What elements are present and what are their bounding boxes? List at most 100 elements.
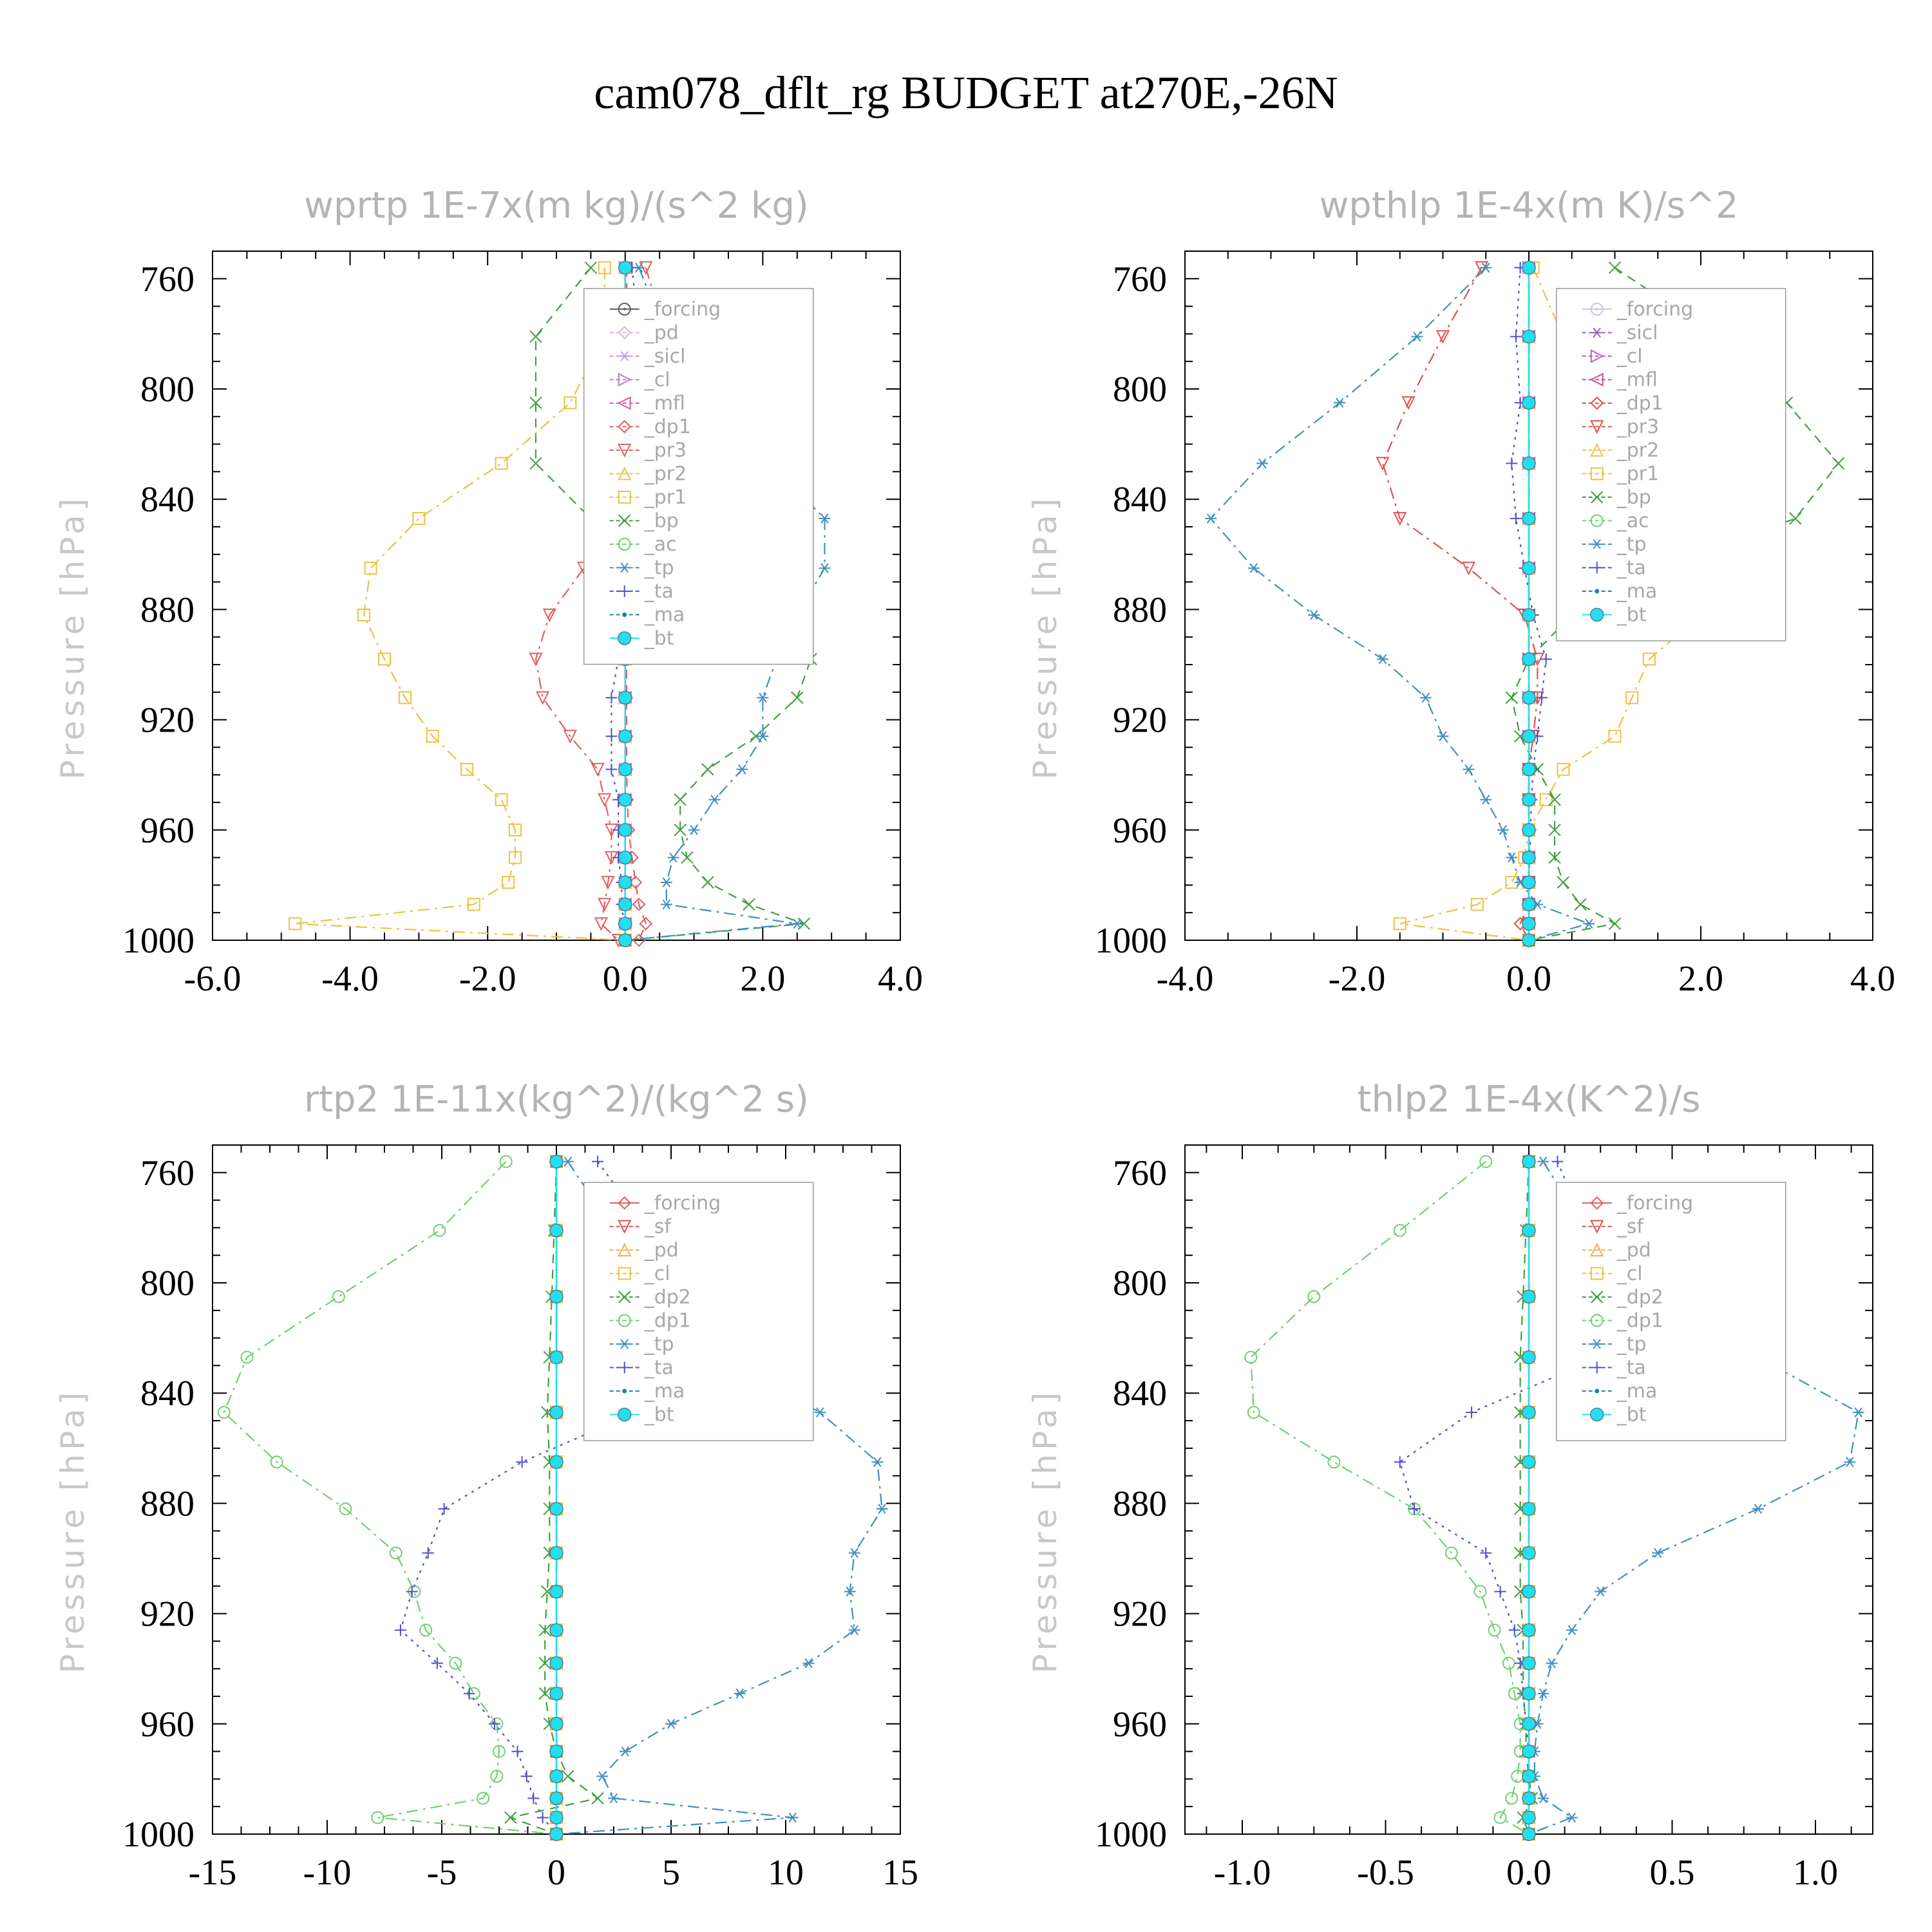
data-point bbox=[1522, 762, 1536, 777]
data-point bbox=[1308, 610, 1320, 620]
data-point bbox=[1522, 1223, 1536, 1238]
data-point bbox=[1522, 1717, 1536, 1731]
data-point bbox=[536, 691, 550, 705]
y-tick-label: 800 bbox=[140, 1264, 194, 1303]
legend-marker bbox=[1595, 589, 1600, 594]
data-point bbox=[608, 1793, 620, 1804]
data-point bbox=[1522, 260, 1536, 275]
data-point bbox=[1411, 331, 1423, 342]
data-point bbox=[449, 1656, 462, 1670]
legend-marker bbox=[1590, 467, 1604, 480]
data-point bbox=[701, 762, 714, 776]
legend-label: _pd bbox=[1616, 1239, 1651, 1262]
legend-item-mfl: _mfl bbox=[1582, 369, 1658, 392]
data-point bbox=[591, 762, 605, 777]
legend-item-forcing: _forcing bbox=[609, 1192, 721, 1215]
data-point bbox=[632, 897, 646, 911]
legend-item-pr2: _pr2 bbox=[1582, 439, 1659, 462]
y-tick-label: 760 bbox=[140, 1153, 194, 1193]
data-point bbox=[1832, 457, 1845, 470]
data-point bbox=[667, 852, 679, 863]
data-point bbox=[1852, 1407, 1864, 1417]
series-group bbox=[217, 1154, 888, 1842]
data-point bbox=[1522, 875, 1536, 889]
data-point bbox=[406, 1586, 418, 1598]
data-point bbox=[618, 850, 632, 865]
data-point bbox=[1608, 917, 1622, 931]
y-tick-label: 880 bbox=[140, 590, 194, 630]
panel-2: wpthlp 1E-4x(m K)/s^2 Pressure [hPa] 760 80… bbox=[1027, 185, 1895, 999]
legend-label: _bt bbox=[1616, 1404, 1647, 1426]
legend-label: _ma bbox=[644, 1380, 685, 1403]
legend: _forcing_pd_sicl_cl_mfl_dp1_pr3_pr2_pr1_… bbox=[583, 288, 814, 665]
y-tick-label: 840 bbox=[1113, 1374, 1167, 1414]
data-point bbox=[639, 916, 653, 931]
data-point bbox=[1480, 794, 1492, 805]
y-axis-label: Pressure [hPa] bbox=[1027, 495, 1064, 780]
legend-marker bbox=[618, 1361, 630, 1374]
data-point bbox=[1408, 1502, 1420, 1515]
data-point bbox=[1522, 823, 1536, 837]
legend-label: _forcing bbox=[1616, 298, 1693, 321]
data-point bbox=[743, 898, 755, 911]
legend-marker bbox=[1589, 372, 1604, 387]
data-point bbox=[549, 1289, 564, 1304]
data-point bbox=[508, 823, 522, 837]
data-point bbox=[605, 692, 618, 704]
legend-item-bt: _bt bbox=[609, 1404, 674, 1426]
legend-label: _bt bbox=[644, 627, 674, 650]
y-tick-label: 800 bbox=[1113, 370, 1167, 410]
x-tick-label: -6.0 bbox=[184, 959, 242, 999]
data-point bbox=[1642, 652, 1656, 666]
x-tick-label: -1.0 bbox=[1214, 1853, 1271, 1893]
legend-marker bbox=[1591, 1361, 1603, 1374]
data-point bbox=[538, 1656, 551, 1670]
legend-item-ta: _ta bbox=[609, 580, 674, 603]
legend-label: _cl bbox=[644, 369, 670, 392]
data-point bbox=[786, 1812, 799, 1823]
legend-label: _pr1 bbox=[644, 486, 687, 509]
data-point bbox=[598, 261, 611, 274]
data-point bbox=[618, 916, 632, 931]
data-point bbox=[217, 1406, 231, 1419]
data-point bbox=[1546, 1658, 1558, 1669]
data-point bbox=[1506, 457, 1518, 469]
data-point bbox=[848, 1548, 860, 1558]
legend-item-cl: _cl bbox=[1582, 345, 1643, 368]
data-point bbox=[1548, 824, 1561, 837]
data-point bbox=[1522, 1289, 1536, 1304]
data-point bbox=[596, 1771, 609, 1781]
data-point bbox=[1463, 764, 1475, 775]
y-axis-label: Pressure [hPa] bbox=[54, 495, 91, 780]
legend-item-cl: _cl bbox=[1582, 1263, 1643, 1285]
legend-label: _forcing bbox=[644, 298, 721, 321]
data-point bbox=[1393, 917, 1406, 931]
data-point bbox=[688, 825, 700, 835]
legend-marker bbox=[618, 1267, 631, 1280]
x-tick-label: 2.0 bbox=[740, 959, 785, 999]
x-tick-label: 0.0 bbox=[1506, 959, 1551, 999]
legend-item-dp2: _dp2 bbox=[609, 1286, 691, 1309]
data-point bbox=[1625, 691, 1639, 705]
data-point bbox=[1608, 730, 1622, 743]
data-point bbox=[490, 1770, 504, 1783]
panel-title: wpthlp 1E-4x(m K)/s^2 bbox=[1319, 185, 1738, 227]
legend-item-bp: _bp bbox=[609, 510, 679, 533]
legend-label: _mfl bbox=[644, 392, 685, 415]
data-point bbox=[598, 793, 612, 807]
x-tick-label: -15 bbox=[189, 1853, 237, 1893]
legend-item-sf: _sf bbox=[1582, 1216, 1645, 1238]
legend-marker bbox=[618, 444, 632, 458]
data-point bbox=[1470, 898, 1484, 911]
legend-label: _ta bbox=[1616, 1357, 1646, 1379]
legend-label: _sf bbox=[1616, 1216, 1645, 1238]
legend-marker bbox=[1590, 442, 1604, 457]
legend-item-pr2: _pr2 bbox=[609, 463, 687, 486]
panel-3: rtp2 1E-11x(kg^2)/(kg^2 s) Pressure [hPa]… bbox=[54, 1079, 918, 1893]
data-point bbox=[1510, 513, 1522, 525]
y-axis-label: Pressure [hPa] bbox=[1027, 1388, 1064, 1674]
legend-marker bbox=[618, 491, 631, 504]
data-point bbox=[605, 730, 618, 743]
legend-label: _dp1 bbox=[644, 416, 691, 439]
data-point bbox=[1334, 397, 1346, 408]
